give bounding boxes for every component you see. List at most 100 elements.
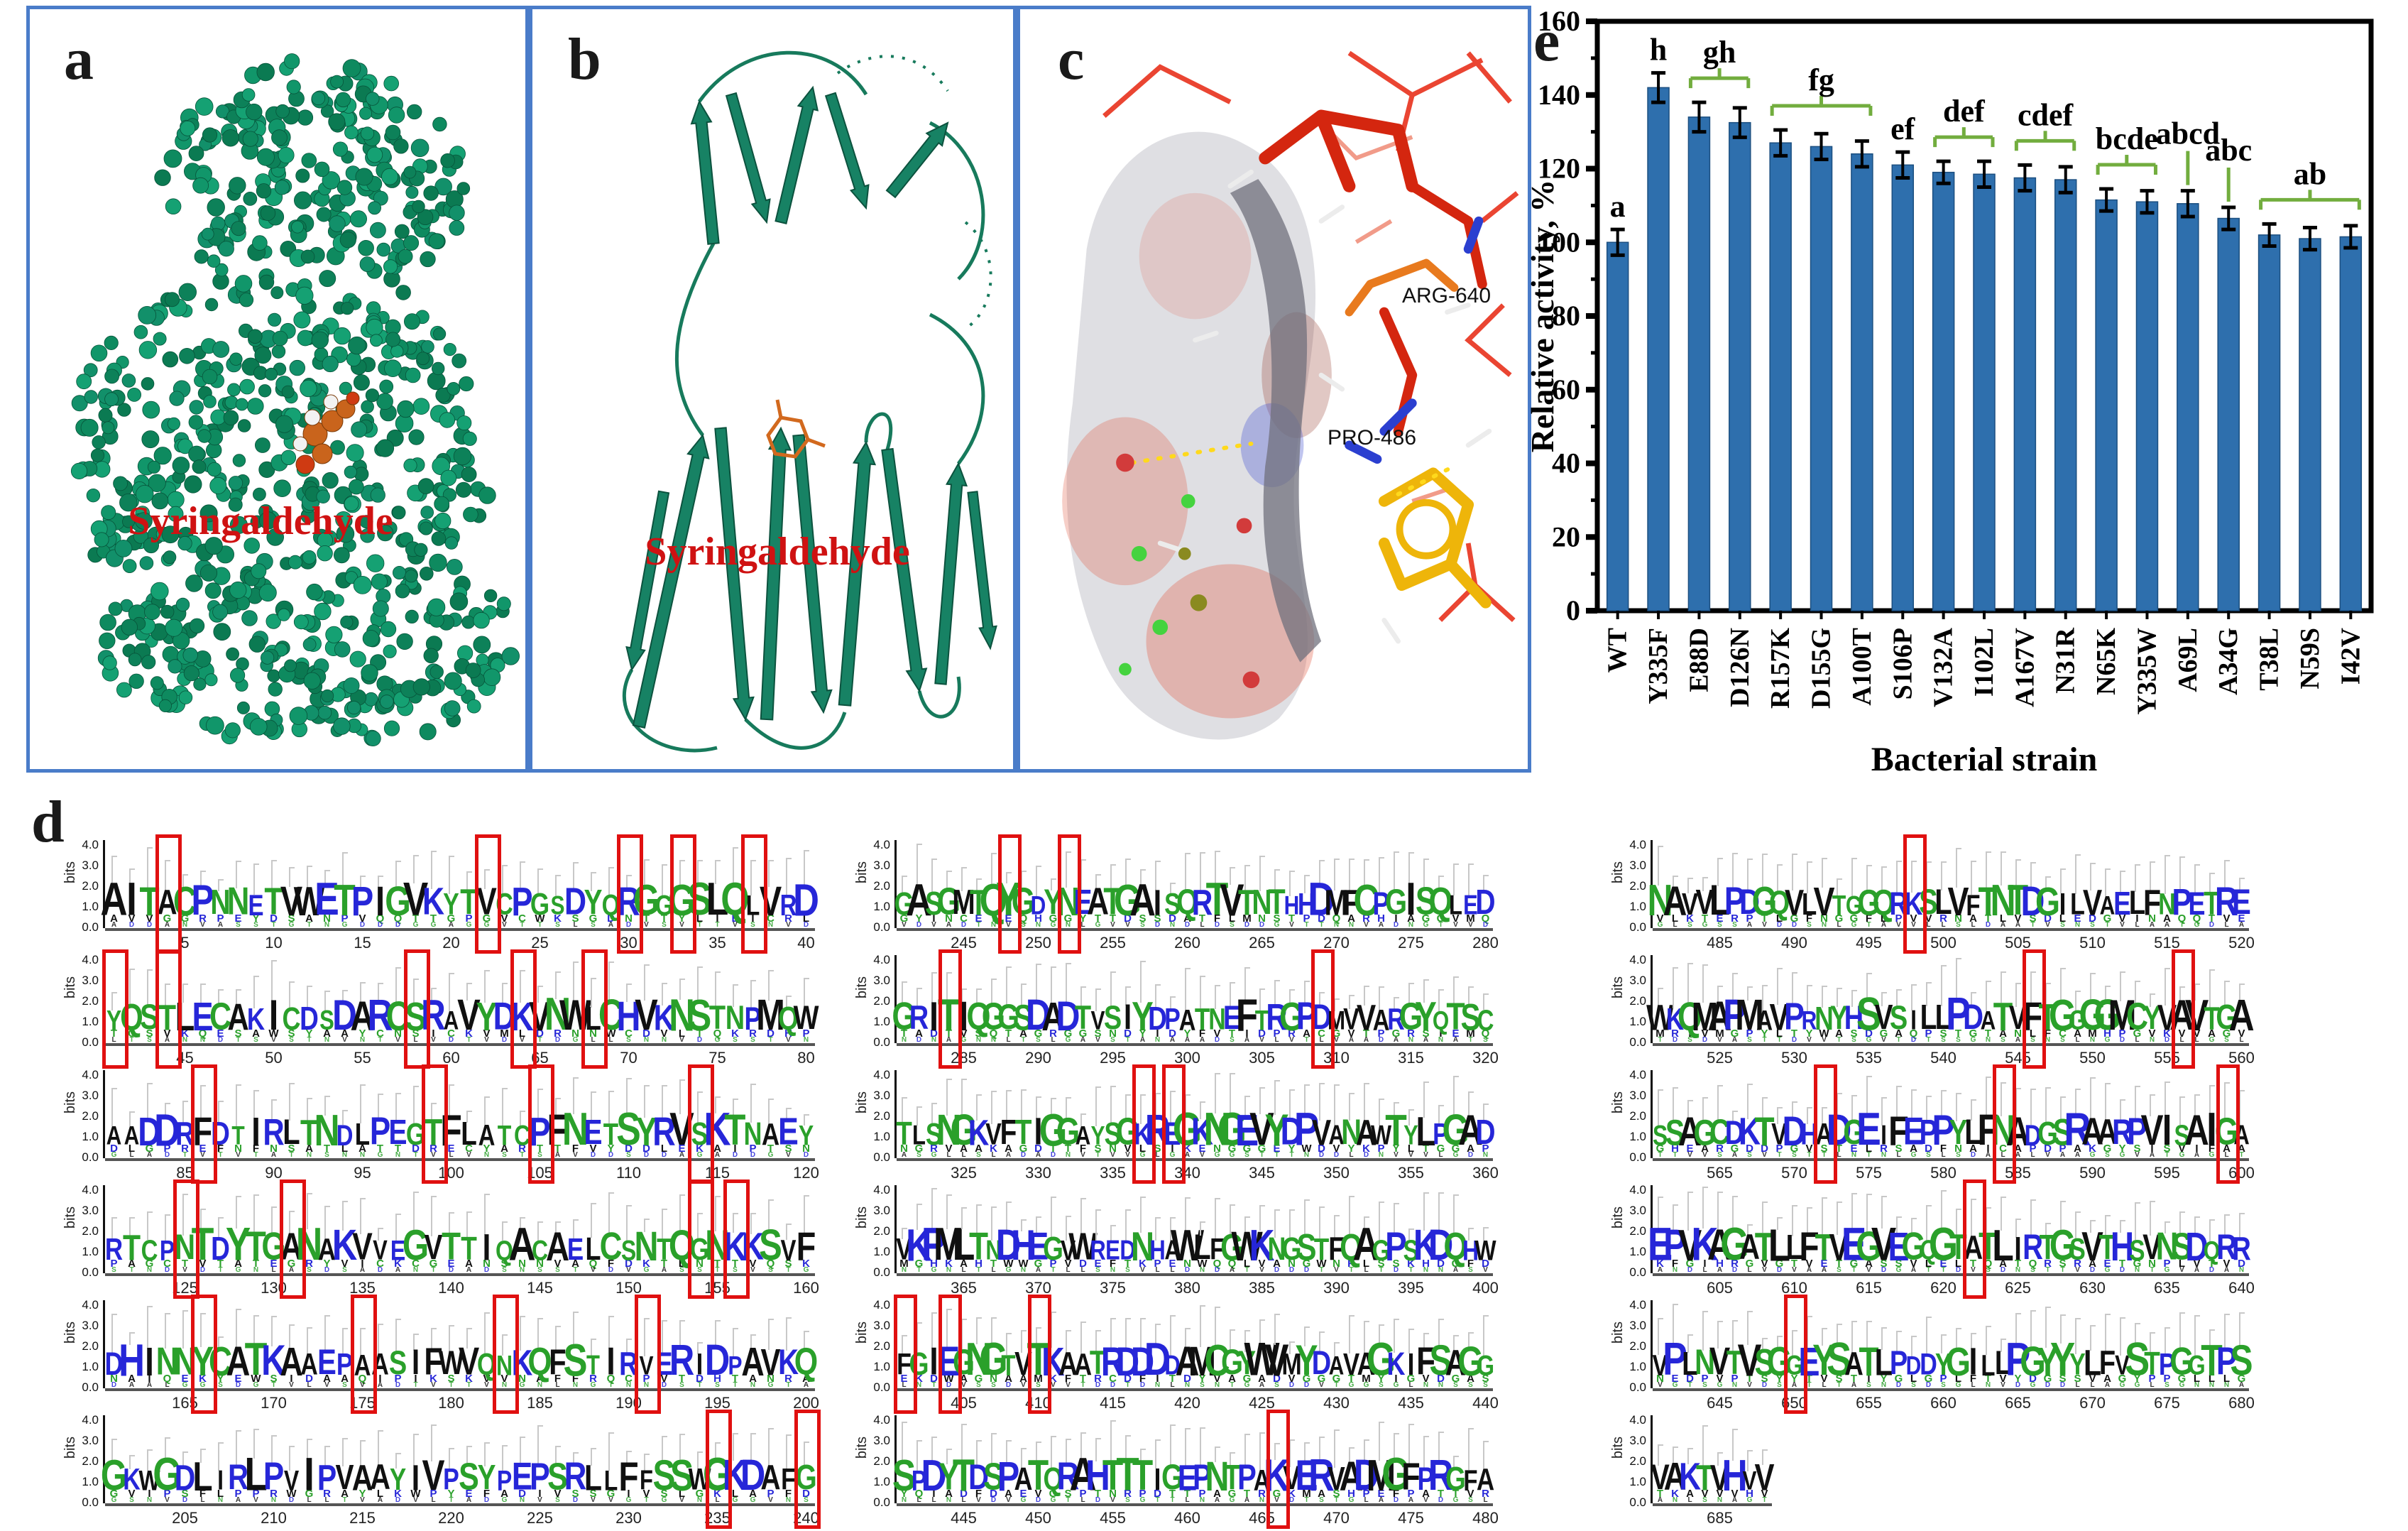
hbond-dashes [1129, 441, 1457, 496]
mutation-highlight-box-309 [1311, 949, 1335, 1069]
bits-axis: 4.0 3.0 2.0 1.0 0.0 [75, 1414, 105, 1508]
logo-xtick: 665 [2005, 1394, 2031, 1412]
bits-axis: 4.0 3.0 2.0 1.0 0.0 [867, 1184, 897, 1278]
logo-xtick: 255 [1100, 934, 1126, 952]
mutation-highlight-box-404 [938, 1295, 962, 1414]
logo-block-441-480: bits 4.0 3.0 2.0 1.0 0.0 S Y N P Q L D I L Y A N T D L D F V S D D… [854, 1410, 1500, 1530]
mutation-highlight-box-4 [155, 834, 182, 954]
logo-block-241-280: bits 4.0 3.0 2.0 1.0 0.0 G G V A Y D S I V G N A M C D T E T Q T N… [854, 834, 1500, 955]
xtick-A167V: A167V [2010, 627, 2040, 707]
logo-xtick: 390 [1323, 1279, 1350, 1297]
sig-letter-h: h [1650, 33, 1667, 67]
logo-block-601-640: bits 4.0 3.0 2.0 1.0 0.0 E K A P F N V G D K I L A H A G R D A G L… [1610, 1179, 2256, 1300]
logo-block-321-360: bits 4.0 3.0 2.0 1.0 0.0 T N A L G S S R G N V L G A L K A S V K L… [854, 1064, 1500, 1185]
mutation-highlight-box-546 [2023, 949, 2046, 1069]
bits-axis: 4.0 3.0 2.0 1.0 0.0 [75, 1299, 105, 1393]
logo-xtick: 415 [1100, 1394, 1126, 1412]
logo-xtick: 350 [1323, 1164, 1350, 1182]
logo-block-521-560: bits 4.0 3.0 2.0 1.0 0.0 W M T K R D Q I S M V D A M V P G A M P S… [1610, 949, 2256, 1070]
bar-A167V [2013, 177, 2037, 611]
mutation-highlight-box-191 [635, 1295, 661, 1414]
logo-xtick: 265 [1249, 934, 1275, 952]
logo-xtick: 300 [1174, 1049, 1200, 1067]
xtick-N65K: N65K [2091, 628, 2121, 695]
bar-D126N [1729, 121, 1751, 611]
bits-axis: 4.0 3.0 2.0 1.0 0.0 [1623, 1414, 1653, 1508]
xtick-T38L: T38L [2255, 628, 2284, 691]
logo-xtick: 330 [1025, 1164, 1051, 1182]
logo-xtick: 540 [1930, 1049, 1956, 1067]
logo-xtick: 30 [620, 934, 637, 952]
sig-letter-bcde: bcde [2096, 121, 2158, 156]
bar-E88D [1687, 116, 1711, 611]
logo-block-81-120: bits 4.0 3.0 2.0 1.0 0.0 A D G A L L D G A D P D R R T F E V D F T… [62, 1064, 822, 1185]
logo-xtick: 590 [2079, 1164, 2106, 1182]
logo-block-681-688: bits 4.0 3.0 2.0 1.0 0.0 V T A A K N K A L T V S V V N H V A V H G… [1610, 1414, 1779, 1530]
bits-axis: 4.0 3.0 2.0 1.0 0.0 [75, 839, 105, 933]
logo-xtick: 440 [1472, 1394, 1499, 1412]
logo-xtick: 450 [1025, 1509, 1051, 1527]
logo-xtick: 160 [793, 1279, 819, 1297]
logo-xtick: 580 [1930, 1164, 1956, 1182]
mutation-highlight-box-64 [510, 949, 537, 1069]
molecular-surface [1066, 131, 1316, 740]
logo-block-641-680: bits 4.0 3.0 2.0 1.0 0.0 V N V P E G L D T N P S V V G T P N V T V… [1610, 1295, 2256, 1415]
logo-xtick: 100 [438, 1164, 464, 1182]
mutation-highlight-box-41 [102, 949, 128, 1069]
syringaldehyde-ligand-sticks [766, 399, 826, 459]
bits-axis: 4.0 3.0 2.0 1.0 0.0 [75, 954, 105, 1048]
logo-xtick: 200 [793, 1394, 819, 1412]
xtick-I102L: I102L [1969, 628, 1999, 697]
bits-axis: 4.0 3.0 2.0 1.0 0.0 [1623, 1184, 1653, 1278]
bar-A69L [2177, 203, 2199, 611]
logo-xtick: 345 [1249, 1164, 1275, 1182]
logo-xtick: 305 [1249, 1049, 1275, 1067]
logo-xtick: 245 [951, 934, 977, 952]
panel-e-label: e [1533, 8, 1560, 74]
logo-xtick: 425 [1249, 1394, 1275, 1412]
logo-xtick: 50 [265, 1049, 283, 1067]
mutation-highlight-box-622 [1963, 1179, 1986, 1299]
mutation-highlight-box-166 [191, 1295, 217, 1414]
residue-label-pro486: PRO-486 [1328, 426, 1417, 450]
logo-xtick: 280 [1472, 934, 1499, 952]
logo-xtick: 370 [1025, 1279, 1051, 1297]
sig-letter-ab: ab [2294, 156, 2326, 191]
bits-axis: 4.0 3.0 2.0 1.0 0.0 [867, 839, 897, 933]
logo-xtick: 430 [1323, 1394, 1350, 1412]
logo-xtick: 180 [438, 1394, 464, 1412]
logo-xtick: 455 [1100, 1509, 1126, 1527]
mutation-highlight-box-37 [741, 834, 767, 954]
logo-xtick: 340 [1174, 1164, 1200, 1182]
panel-b-label: b [568, 26, 601, 92]
bits-axis: 4.0 3.0 2.0 1.0 0.0 [867, 1414, 897, 1508]
logo-xtick: 675 [2154, 1394, 2180, 1412]
arg640-sticks [1259, 109, 1419, 192]
mutation-highlight-box-68 [581, 949, 608, 1069]
mutation-highlight-box-30 [617, 834, 643, 954]
bits-axis: 4.0 3.0 2.0 1.0 0.0 [867, 1069, 897, 1163]
nitrogen-sticks [1345, 216, 1484, 464]
logo-xtick: 645 [1707, 1394, 1733, 1412]
logo-xtick: 115 [704, 1164, 730, 1182]
logo-xtick: 320 [1472, 1049, 1499, 1067]
logo-block-161-200: bits 4.0 3.0 2.0 1.0 0.0 D N D H A A I I A N Q L N E G Y K G C Y S… [62, 1295, 822, 1415]
logo-xtick: 560 [2228, 1049, 2255, 1067]
mutation-highlight-box-556 [2172, 949, 2195, 1069]
logo-xtick: 510 [2079, 934, 2106, 952]
logo-xtick: 445 [951, 1509, 977, 1527]
mutation-highlight-box-284 [938, 949, 962, 1069]
logo-xtick: 575 [1856, 1164, 1882, 1182]
panel-b-ligand-label: Syringaldehyde [645, 530, 910, 574]
logo-xtick: 325 [951, 1164, 977, 1182]
logo-xtick: 185 [527, 1394, 553, 1412]
panel-c-label: c [1058, 26, 1085, 92]
bits-axis: 4.0 3.0 2.0 1.0 0.0 [75, 1069, 105, 1163]
logo-xtick: 435 [1398, 1394, 1424, 1412]
